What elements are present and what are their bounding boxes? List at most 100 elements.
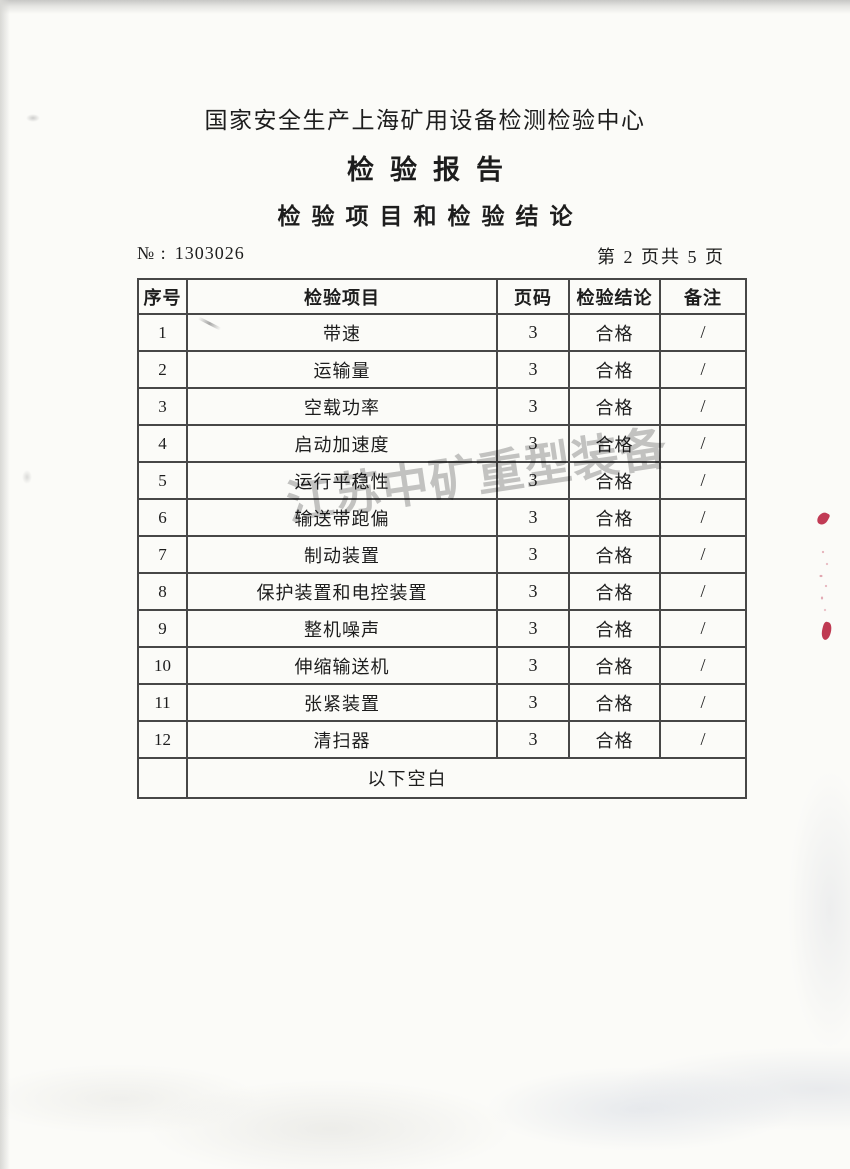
row-remark: / [659,313,747,352]
section-title: 检验项目和检验结论 [277,204,584,229]
row-seq: 7 [137,535,188,574]
row-page: 3 [496,646,570,685]
row-result: 合格 [568,535,661,574]
row-remark: / [659,535,747,574]
scan-edge-left [0,0,10,1169]
table-row: 6 输送带跑偏 3 合格 / [137,498,747,537]
row-item: 伸缩输送机 [186,646,498,685]
row-item: 运输量 [186,350,498,389]
row-page: 3 [496,720,570,759]
page-indicator: 第 2 页共 5 页 [597,247,725,267]
document-number-value: 1303026 [174,243,245,263]
table-row: 2 运输量 3 合格 / [137,350,747,389]
row-item: 输送带跑偏 [186,498,498,537]
scan-edge-top [0,0,850,14]
row-result: 合格 [568,461,661,500]
row-page: 3 [496,313,570,352]
table-row: 3 空载功率 3 合格 / [137,387,747,426]
row-item: 整机噪声 [186,609,498,648]
row-page: 3 [496,572,570,611]
table-row: 7 制动装置 3 合格 / [137,535,747,574]
row-seq: 10 [137,646,188,685]
col-header-item: 检验项目 [186,278,498,315]
paper-texture-bottom [0,1029,850,1169]
document-number: № : 1303026 [137,243,245,269]
row-remark: / [659,461,747,500]
col-header-page: 页码 [496,278,570,315]
table-footer-row: 以下空白 [137,757,747,799]
row-result: 合格 [568,683,661,722]
row-result: 合格 [568,572,661,611]
inspection-table: 序号 检验项目 页码 检验结论 备注 1 带速 3 合格 / 2 运输量 3 合… [137,278,747,799]
red-seal-fragment [815,510,831,527]
blank-below-note: 以下空白 [186,757,747,799]
row-page: 3 [496,609,570,648]
row-page: 3 [496,350,570,389]
row-seq: 12 [137,720,188,759]
row-page: 3 [496,387,570,426]
row-seq: 11 [137,683,188,722]
table-row: 4 启动加速度 3 合格 / [137,424,747,463]
row-seq: 5 [137,461,188,500]
report-title: 检验报告 [347,155,519,185]
pencil-smudge [22,470,32,484]
row-remark: / [659,424,747,463]
col-header-seq: 序号 [137,278,188,315]
col-header-remark: 备注 [659,278,747,315]
table-row: 5 运行平稳性 3 合格 / [137,461,747,500]
row-remark: / [659,572,747,611]
table-row: 11 张紧装置 3 合格 / [137,683,747,722]
paper-texture-right [730,700,850,1120]
organization-title: 国家安全生产上海矿用设备检测检验中心 [204,108,646,133]
row-item: 空载功率 [186,387,498,426]
red-seal-fragment [819,621,834,641]
row-seq: 9 [137,609,188,648]
row-remark: / [659,350,747,389]
row-remark: / [659,720,747,759]
row-item: 启动加速度 [186,424,498,463]
row-item: 运行平稳性 [186,461,498,500]
row-remark: / [659,646,747,685]
row-remark: / [659,387,747,426]
row-page: 3 [496,498,570,537]
row-result: 合格 [568,646,661,685]
table-row: 8 保护装置和电控装置 3 合格 / [137,572,747,611]
row-seq: 6 [137,498,188,537]
row-seq: 3 [137,387,188,426]
col-header-result: 检验结论 [568,278,661,315]
row-result: 合格 [568,720,661,759]
row-seq: 1 [137,313,188,352]
table-row: 10 伸缩输送机 3 合格 / [137,646,747,685]
row-result: 合格 [568,387,661,426]
table-row: 9 整机噪声 3 合格 / [137,609,747,648]
row-item: 清扫器 [186,720,498,759]
row-result: 合格 [568,498,661,537]
row-result: 合格 [568,350,661,389]
row-result: 合格 [568,424,661,463]
meta-row: № : 1303026 第 2 页共 5 页 [137,243,725,269]
row-page: 3 [496,535,570,574]
pencil-smudge [26,114,40,122]
row-item: 张紧装置 [186,683,498,722]
row-remark: / [659,498,747,537]
row-result: 合格 [568,609,661,648]
row-page: 3 [496,683,570,722]
row-item: 带速 [186,313,498,352]
table-row: 1 带速 3 合格 / [137,313,747,352]
table-header-row: 序号 检验项目 页码 检验结论 备注 [137,278,747,315]
row-seq: 4 [137,424,188,463]
empty-seq-cell [137,757,188,799]
row-seq: 2 [137,350,188,389]
red-seal-fragment [814,548,832,616]
row-seq: 8 [137,572,188,611]
row-page: 3 [496,461,570,500]
row-item: 制动装置 [186,535,498,574]
row-item: 保护装置和电控装置 [186,572,498,611]
table-row: 12 清扫器 3 合格 / [137,720,747,759]
row-page: 3 [496,424,570,463]
row-remark: / [659,609,747,648]
document-number-label: № : [137,243,167,263]
row-result: 合格 [568,313,661,352]
row-remark: / [659,683,747,722]
